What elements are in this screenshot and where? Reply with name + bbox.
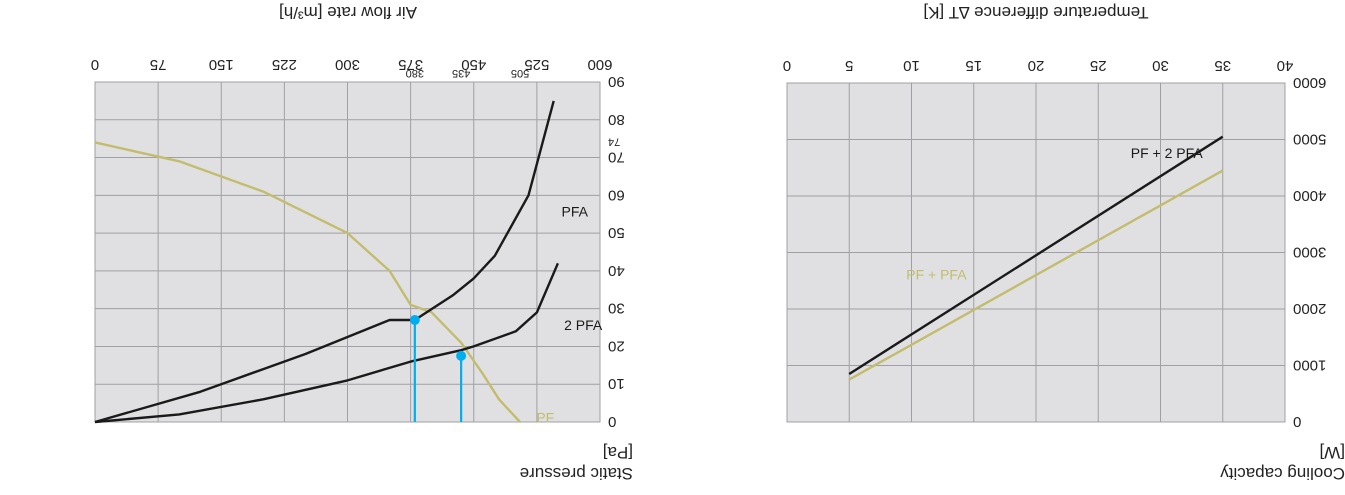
series-label: PF + PFA — [906, 266, 967, 282]
operating-point-label: 435 — [452, 67, 470, 79]
x-tick-label: 600 — [587, 56, 612, 73]
x-tick-label: 0 — [783, 57, 791, 74]
ylabel-line2: [Pa] — [603, 443, 633, 462]
x-tick-label: 375 — [398, 56, 423, 73]
cooling-capacity-chart: Cooling capacity [W] 0100020003000400050… — [783, 3, 1345, 483]
y-tick-label: 0 — [608, 413, 616, 430]
xlabel-left: Air flow rate [m³/h] — [279, 3, 417, 22]
y-tick-label: 70 — [608, 149, 625, 166]
ylabel-line2: [W] — [1320, 443, 1345, 462]
y-tick-label: 20 — [608, 337, 625, 354]
y-tick-label: 60 — [608, 186, 625, 203]
y-tick-label: 40 — [608, 262, 625, 279]
series-line — [848, 169, 1224, 381]
y-tick-labels-left: 0 10 20 30 40 50 60 70 80 90 — [608, 73, 625, 430]
y-tick-label: 1000 — [1293, 357, 1326, 374]
series-label: PFA — [562, 204, 589, 220]
y-tick-label: 50 — [608, 224, 625, 241]
x-tick-label: 5 — [845, 57, 853, 74]
y-tick-label: 0 — [1293, 413, 1301, 430]
series-label: PF — [536, 410, 554, 426]
x-tick-labels-right: 0 5 10 15 20 25 30 35 40 — [783, 57, 1294, 74]
series-line — [848, 135, 1224, 376]
x-tick-label: 15 — [965, 57, 982, 74]
static-pressure-chart: Static pressure [Pa] 0 10 20 30 40 50 60 70 80 90… — [91, 3, 633, 483]
y-tick-label: 3000 — [1293, 244, 1326, 261]
y-tick-label: 30 — [608, 300, 625, 317]
series-label: PF + 2 PFA — [1131, 145, 1204, 161]
y-tick-label: 2000 — [1293, 300, 1326, 317]
x-tick-label: 300 — [335, 56, 360, 73]
x-tick-label: 40 — [1277, 57, 1294, 74]
y-tick-labels-right: 0 1000 2000 3000 4000 5000 6000 — [1293, 74, 1326, 430]
x-tick-label: 10 — [903, 57, 920, 74]
y-tick-label: 4000 — [1293, 187, 1326, 204]
xlabel-right: Temperature difference ∆T [K] — [923, 3, 1148, 22]
series-line — [94, 262, 560, 424]
series-right: PF + PFA PF + 2 PFA — [848, 135, 1224, 381]
y-tick-label: 80 — [608, 111, 625, 128]
x-tick-labels-left: 0 75 150 225 300 375 450 525 600 — [91, 56, 613, 73]
ylabel-line1: Cooling capacity — [1220, 464, 1345, 483]
ylabel-line1: Static pressure — [520, 464, 633, 483]
y-tick-label: 10 — [608, 375, 625, 392]
operating-point — [409, 315, 420, 325]
x-tick-label: 30 — [1152, 57, 1169, 74]
x-tick-label: 35 — [1214, 57, 1231, 74]
x-tick-label: 0 — [91, 56, 99, 73]
operating-point-label: 380 — [406, 67, 424, 79]
series-label: 2 PFA — [564, 317, 603, 333]
series-line — [94, 100, 555, 424]
x-tick-label: 225 — [272, 56, 297, 73]
y-tick-label: 5000 — [1293, 131, 1326, 148]
y-tick-label: 90 — [608, 73, 625, 90]
series-line — [94, 141, 521, 423]
annotation-tick-x: 505 — [511, 67, 529, 79]
y-tick-label: 6000 — [1293, 74, 1326, 91]
series-left: PF PFA 2 PFA — [94, 100, 603, 426]
x-tick-label: 25 — [1090, 57, 1107, 74]
x-tick-label: 450 — [461, 56, 486, 73]
x-tick-label: 150 — [209, 56, 234, 73]
operating-point — [456, 350, 467, 361]
annotation-tick-y: 74 — [608, 135, 620, 147]
grid-left — [94, 81, 601, 423]
grid-right — [786, 82, 1286, 423]
x-tick-label: 525 — [524, 56, 549, 73]
x-tick-label: 75 — [150, 56, 167, 73]
x-tick-label: 20 — [1028, 57, 1045, 74]
annotations-left: 380 435 505 74 — [406, 67, 620, 422]
